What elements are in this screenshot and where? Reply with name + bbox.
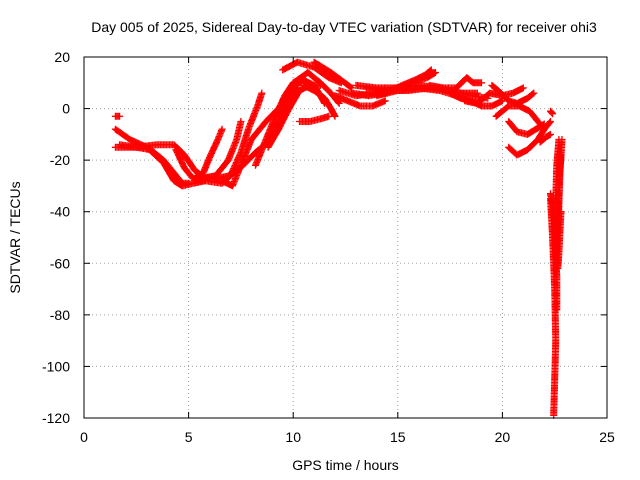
data-point-markers xyxy=(547,107,557,118)
y-tick-label: -60 xyxy=(50,255,70,271)
plot-frame xyxy=(83,56,608,419)
data-point-markers xyxy=(201,89,266,187)
y-tick-label: -40 xyxy=(50,204,70,220)
data-point-markers xyxy=(296,112,333,125)
chart-title: Day 005 of 2025, Sidereal Day-to-day VTE… xyxy=(91,19,597,35)
y-tick-label: -20 xyxy=(50,152,70,168)
data-track xyxy=(191,125,226,182)
data-track xyxy=(547,107,557,118)
x-tick-label: 0 xyxy=(80,429,88,445)
y-tick-label: -120 xyxy=(42,410,70,426)
data-track xyxy=(536,130,554,146)
x-tick-label: 5 xyxy=(185,429,193,445)
data-point-markers xyxy=(116,141,193,187)
data-point-markers xyxy=(554,208,565,272)
data-point-markers xyxy=(199,118,245,182)
data-point-markers xyxy=(279,58,345,87)
data-track xyxy=(279,58,345,87)
y-axis-label: SDTVAR / TECUs xyxy=(7,181,23,293)
x-tick-label: 25 xyxy=(599,429,615,445)
y-tick-label: -100 xyxy=(42,358,70,374)
data-track xyxy=(116,141,193,187)
data-point-markers xyxy=(331,92,389,110)
data-point-markers xyxy=(111,112,124,120)
data-point-markers xyxy=(300,81,339,120)
x-tick-label: 20 xyxy=(495,429,511,445)
data-track xyxy=(505,118,548,138)
data-point-markers xyxy=(310,58,356,92)
data-track xyxy=(296,112,333,125)
axes: 0 5 10 15 20 25 -120 -100 -80 -60 -40 -20 0 20 xyxy=(42,49,615,445)
data-point-markers xyxy=(425,74,485,92)
data-point-markers xyxy=(505,118,548,138)
data-point-markers xyxy=(505,118,554,159)
data-track xyxy=(300,81,339,120)
data-track xyxy=(425,74,485,92)
data-points xyxy=(111,58,566,419)
data-point-markers xyxy=(191,125,226,182)
data-track xyxy=(111,112,124,120)
x-tick-label: 10 xyxy=(285,429,301,445)
data-point-markers xyxy=(536,130,554,146)
grid xyxy=(84,57,607,418)
x-axis-label: GPS time / hours xyxy=(292,457,399,473)
x-tick-label: 15 xyxy=(390,429,406,445)
data-track xyxy=(554,208,565,272)
y-tick-label: 0 xyxy=(62,101,70,117)
data-track xyxy=(331,92,389,110)
y-tick-label: 20 xyxy=(54,49,70,65)
data-track xyxy=(201,89,266,187)
data-track xyxy=(505,118,554,159)
y-tick-label: -80 xyxy=(50,307,70,323)
data-track xyxy=(310,58,356,92)
data-track xyxy=(199,118,245,182)
